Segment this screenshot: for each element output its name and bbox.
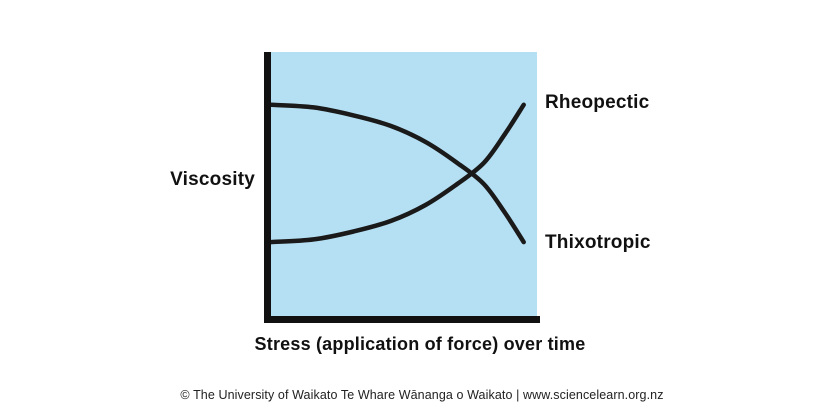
copyright-caption: © The University of Waikato Te Whare Wān… [180,388,664,402]
chart-plot-area [271,52,537,316]
series-label-rheopectic: Rheopectic [545,92,650,113]
curve-rheopectic [271,102,526,245]
y-axis-line [264,52,271,323]
curve-thixotropic [271,102,526,245]
x-axis-line [264,316,540,323]
series-label-thixotropic: Thixotropic [545,232,651,253]
y-axis-label: Viscosity [170,169,255,190]
x-axis-label: Stress (application of force) over time [254,334,586,354]
chart-curves [271,102,526,245]
